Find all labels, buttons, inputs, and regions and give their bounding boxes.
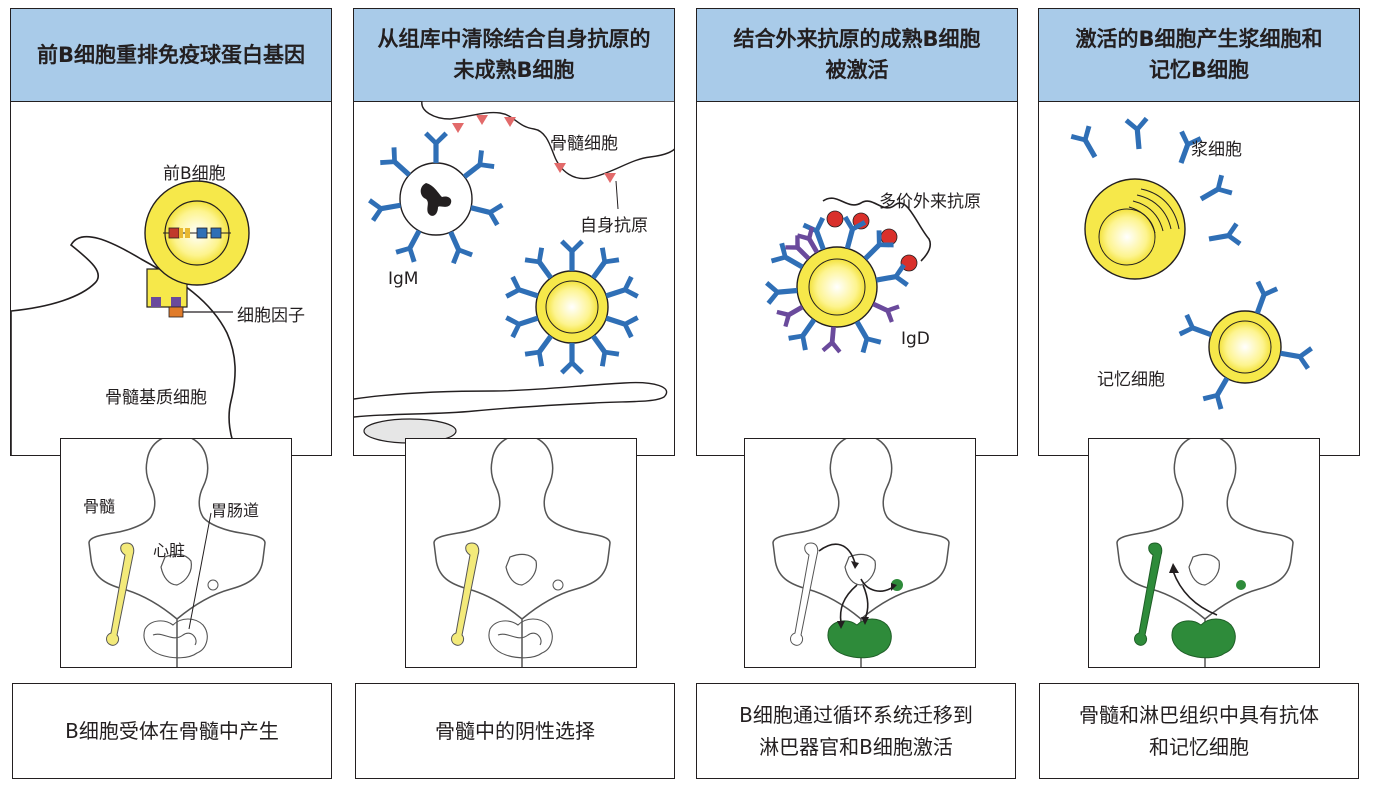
panel-title: 激活的B细胞产生浆细胞和 记忆B细胞 [1039, 9, 1359, 102]
gut-icon [143, 618, 208, 659]
panel-illustration: 骨髓细胞 自身抗原 IgM [354, 101, 674, 455]
bone-icon [106, 542, 135, 646]
spleen-icon [1236, 580, 1246, 590]
marrow-cell-label: 骨髓细胞 [550, 134, 618, 154]
memory-b-cell [1177, 279, 1314, 412]
immature-b-cell-apoptotic [367, 131, 505, 266]
bone-icon [451, 542, 480, 646]
return-arrow [1172, 570, 1218, 616]
caption-4: 骨髓和淋巴组织中具有抗体 和记忆细胞 [1039, 683, 1359, 779]
body-diagram-3 [744, 438, 976, 668]
gut-label: 胃肠道 [211, 501, 260, 520]
mature-b-cell [764, 214, 910, 355]
bone-icon [790, 542, 819, 646]
marrow-cell [421, 101, 674, 180]
spleen-icon [207, 579, 219, 591]
igm-label: IgM [388, 269, 419, 289]
stromal-cell-label: 骨髓基质细胞 [105, 388, 207, 408]
body-diagram-1: 骨髓 心脏 胃肠道 [60, 438, 292, 668]
self-antigen-label: 自身抗原 [580, 216, 648, 236]
foreign-antigen-label: 多价外来抗原 [879, 192, 981, 212]
cytokine-receptor [168, 306, 233, 318]
bone-icon [1134, 542, 1163, 646]
heart-icon [844, 553, 876, 586]
memory-cell-label: 记忆细胞 [1097, 370, 1165, 390]
marrow-label: 骨髓 [83, 497, 116, 516]
pre-b-cell [144, 180, 250, 308]
caption-2: 骨髓中的阴性选择 [355, 683, 675, 779]
heart-icon [160, 553, 192, 586]
panel-activation: 结合外来抗原的成熟B细胞 被激活 [696, 8, 1018, 456]
panel-title: 结合外来抗原的成熟B细胞 被激活 [697, 9, 1017, 102]
cytokine-label: 细胞因子 [237, 306, 305, 326]
plasma-cell-label: 浆细胞 [1191, 140, 1242, 160]
igd-label: IgD [901, 329, 930, 349]
spleen-icon [552, 579, 564, 591]
gut-icon [827, 618, 892, 659]
panel-title: 从组库中清除结合自身抗原的 未成熟B细胞 [354, 9, 674, 102]
body-diagram-4 [1088, 438, 1320, 668]
stromal-cell [354, 381, 668, 418]
immature-b-cell [504, 239, 640, 375]
migration-arrow [818, 543, 856, 564]
panel-negative-selection: 从组库中清除结合自身抗原的 未成熟B细胞 [353, 8, 675, 456]
pre-b-cell-label: 前B细胞 [163, 164, 226, 184]
caption-1: B细胞受体在骨髓中产生 [12, 683, 332, 779]
panel-illustration: 前B细胞 细胞因子 骨髓基质细胞 [11, 101, 331, 455]
panel-title: 前B细胞重排免疫球蛋白基因 [11, 9, 331, 102]
heart-icon [505, 553, 537, 586]
heart-label: 心脏 [153, 541, 186, 560]
gut-icon [488, 618, 553, 659]
panel-differentiation: 激活的B细胞产生浆细胞和 记忆B细胞 [1038, 8, 1360, 456]
panel-illustration: 浆细胞 记忆细胞 [1039, 101, 1359, 455]
gut-icon [1171, 618, 1236, 659]
foreign-antigen-strand [822, 197, 932, 262]
heart-icon [1188, 553, 1220, 586]
panel-illustration: 多价外来抗原 IgD [697, 101, 1017, 455]
body-diagram-2 [405, 438, 637, 668]
stromal-cell [11, 235, 239, 455]
panel-pre-b-cell: 前B细胞重排免疫球蛋白基因 前B细胞 细胞因子 [10, 8, 332, 456]
plasma-cell [1084, 178, 1186, 280]
caption-3: B细胞通过循环系统迁移到 淋巴器官和B细胞激活 [696, 683, 1016, 779]
